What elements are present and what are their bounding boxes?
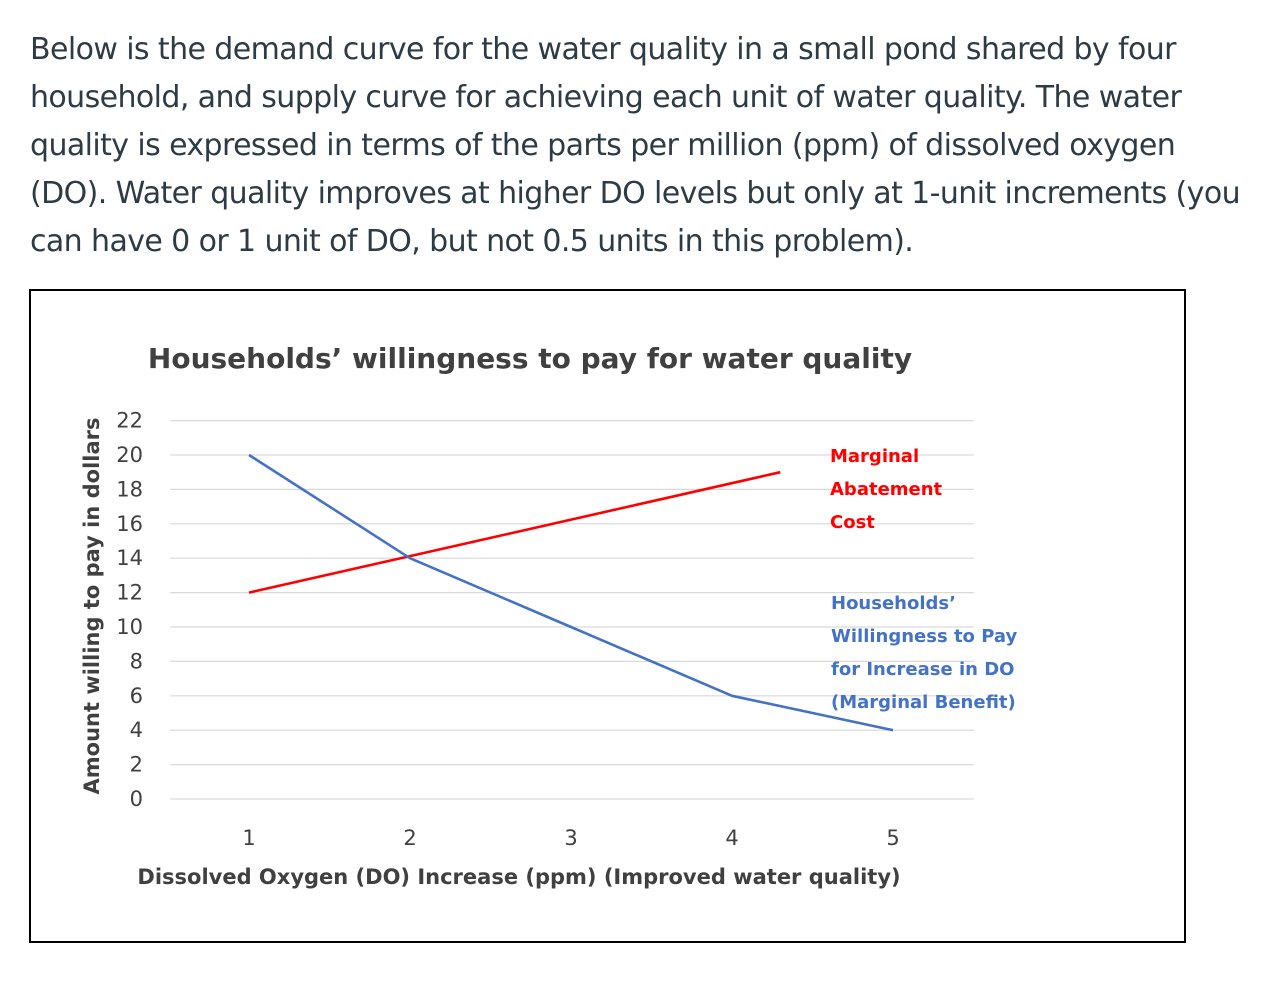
series-label-1: Willingness to Pay: [831, 626, 1017, 647]
series-label-0: Abatement: [830, 479, 943, 500]
chart-title: Households’ willingness to pay for water…: [148, 342, 912, 375]
series-label-1: Households’: [831, 593, 956, 614]
x-tick-label: 5: [886, 826, 899, 850]
series-label-1: for Increase in DO: [831, 659, 1014, 680]
y-tick-label: 6: [130, 684, 143, 708]
x-axis-label: Dissolved Oxygen (DO) Increase (ppm) (Im…: [137, 865, 900, 889]
y-tick-label: 16: [116, 512, 143, 536]
y-tick-label: 14: [116, 546, 143, 570]
series-annotations: Marginal Abatement Cost Households’ Willingn…: [830, 446, 1017, 713]
x-axis-ticks: 1 2 3 4 5: [242, 826, 899, 850]
y-tick-label: 8: [130, 649, 143, 673]
y-axis-label: Amount willing to pay in dollars: [80, 418, 104, 795]
x-tick-label: 1: [242, 826, 255, 850]
series-line-1: [248, 453, 894, 732]
y-axis-ticks: 0 2 4 6 8 10 12 14 16 18 20 22: [116, 409, 143, 811]
y-tick-label: 18: [116, 477, 143, 501]
x-tick-label: 4: [725, 826, 738, 850]
question-text: Below is the demand curve for the water …: [30, 32, 1241, 259]
y-tick-label: 4: [130, 718, 143, 742]
y-tick-label: 0: [130, 787, 143, 811]
series-label-1: (Marginal Benefit): [831, 692, 1016, 713]
x-tick-label: 2: [403, 826, 416, 850]
y-tick-label: 20: [116, 443, 143, 467]
x-tick-label: 3: [564, 826, 577, 850]
series-line-0: [248, 470, 781, 594]
y-tick-label: 22: [116, 409, 143, 433]
series-label-0: Marginal: [830, 446, 919, 467]
y-tick-label: 2: [130, 753, 143, 777]
y-tick-label: 12: [116, 581, 143, 605]
series-label-0: Cost: [830, 512, 875, 533]
series-lines: [248, 453, 894, 732]
y-tick-label: 10: [116, 615, 143, 639]
